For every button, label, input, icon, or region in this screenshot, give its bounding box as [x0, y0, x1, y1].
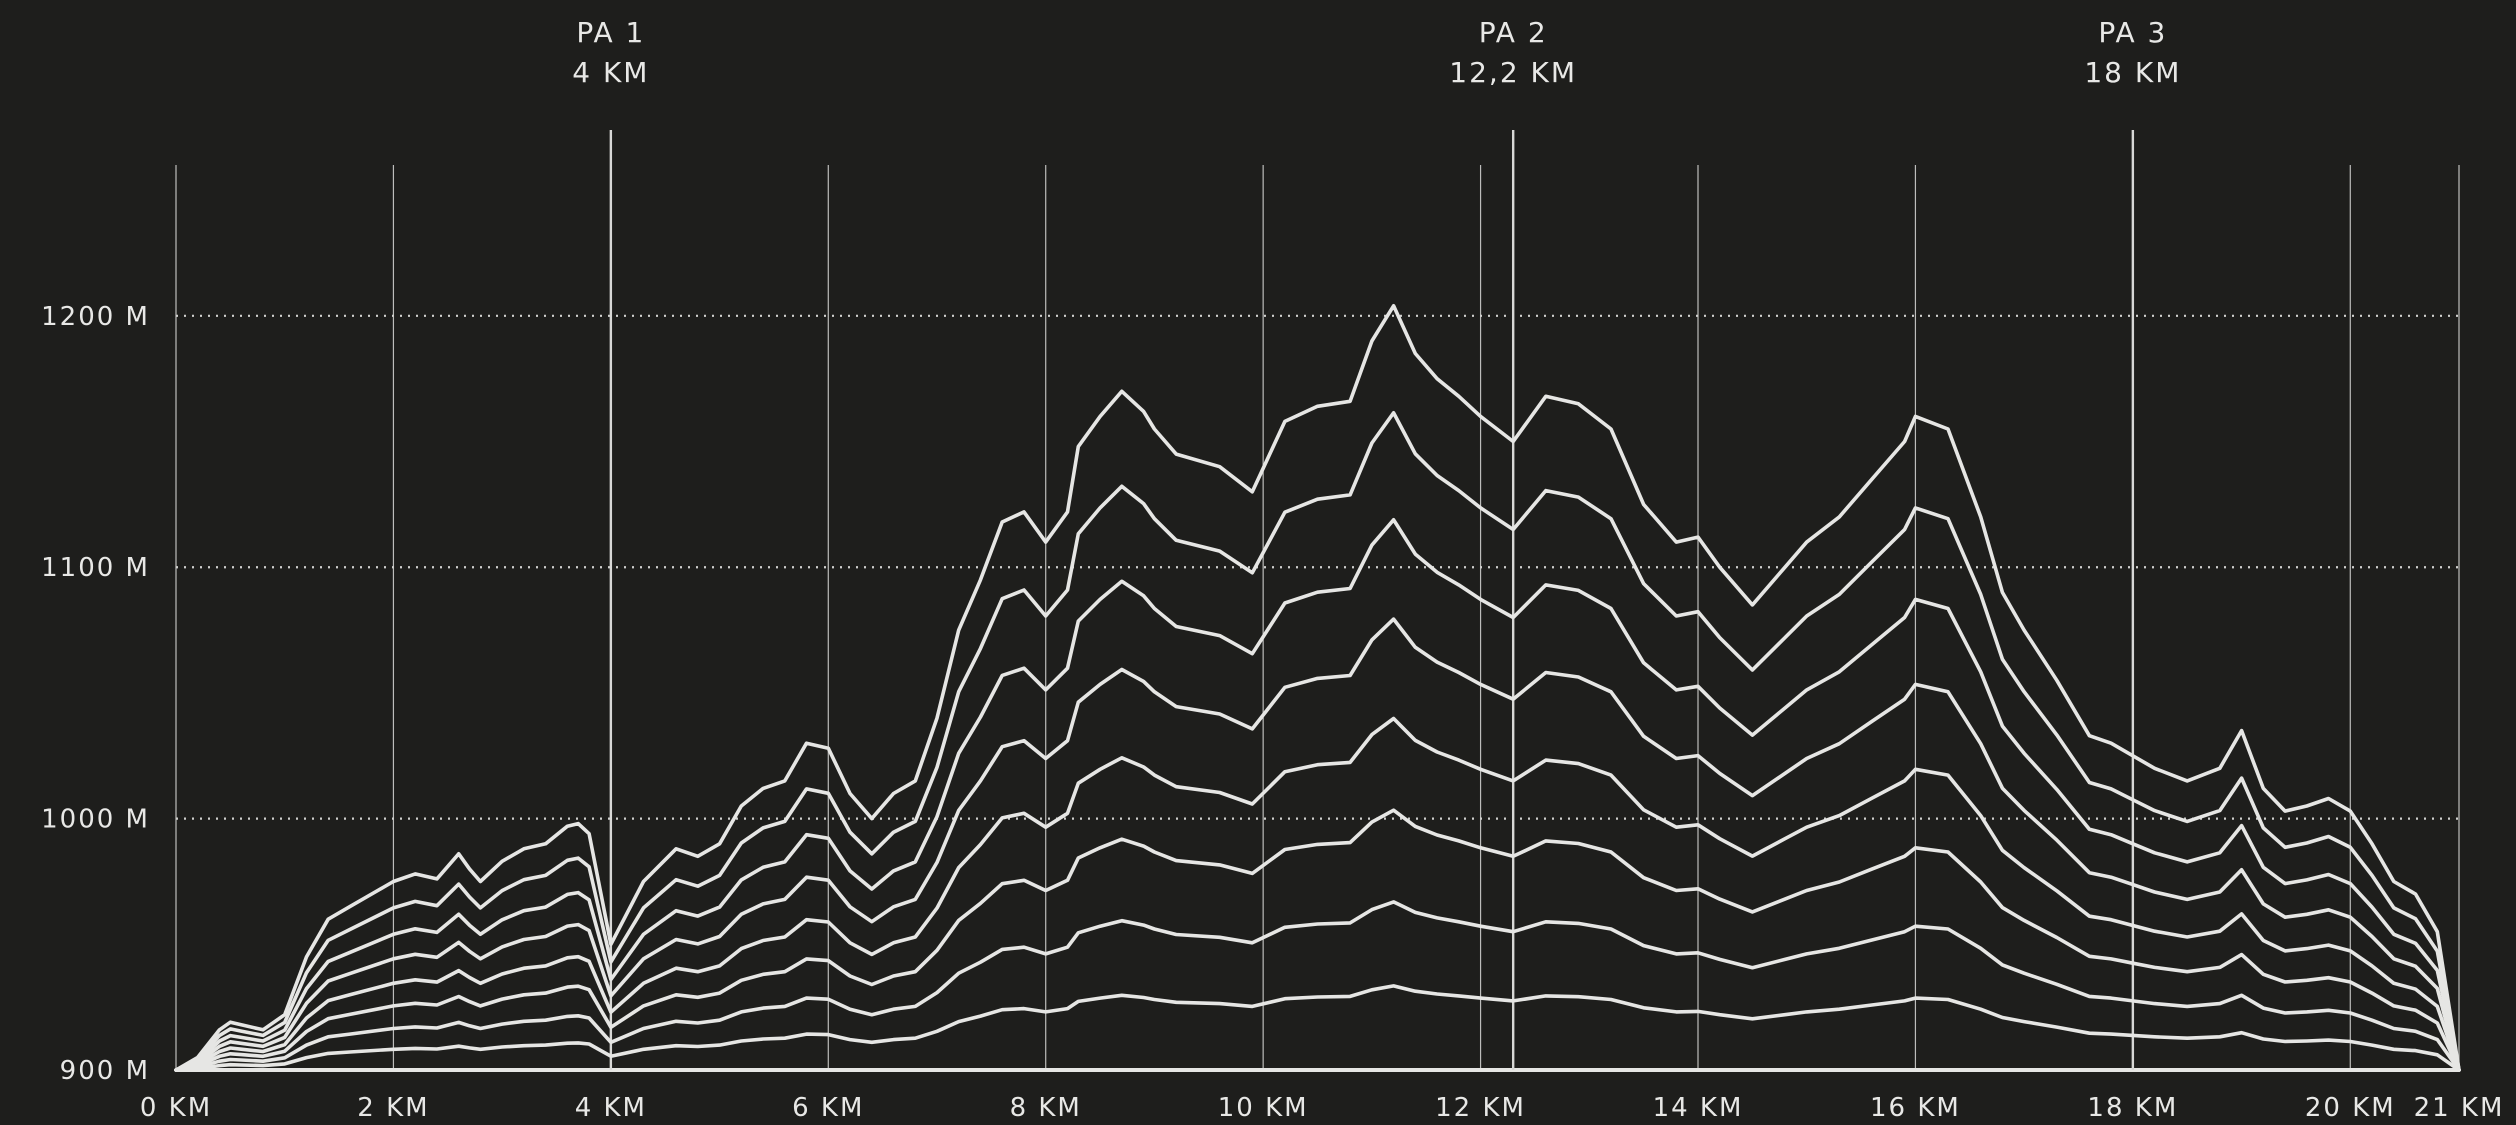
x-tick-label: 16 KM	[1870, 1093, 1961, 1123]
aid-station-distance: 18 KM	[2084, 56, 2181, 89]
series-line	[174, 617, 2461, 1072]
grid-layer	[175, 165, 2460, 1072]
x-tick-label: 20 KM	[2305, 1093, 2396, 1123]
x-tick-label: 2 KM	[357, 1093, 429, 1123]
x-tick-label: 10 KM	[1218, 1093, 1309, 1123]
aid-station-layer: PA 1 4 KM PA 2 12,2 KM PA 3 18 KM	[572, 16, 2181, 1070]
series-layer	[174, 304, 2461, 1072]
x-tick-label: 18 KM	[2087, 1093, 2178, 1123]
aid-station-name: PA 3	[2098, 16, 2167, 49]
x-tick-label: 4 KM	[575, 1093, 647, 1123]
x-tick-label: 0 KM	[140, 1093, 212, 1123]
tick-layer: 0 KM 2 KM 4 KM 6 KM 8 KM 10 KM 12 KM 14 KM 16 KM…	[41, 302, 2505, 1123]
x-tick-label: 21 KM	[2414, 1093, 2505, 1123]
series-line	[174, 716, 2461, 1072]
y-tick-label: 1200 M	[41, 302, 150, 332]
series-line	[174, 304, 2461, 1072]
x-tick-label: 8 KM	[1010, 1093, 1082, 1123]
x-tick-label: 14 KM	[1653, 1093, 1744, 1123]
x-tick-label: 12 KM	[1435, 1093, 1526, 1123]
aid-station-distance: 12,2 KM	[1449, 56, 1577, 89]
aid-station-name: PA 2	[1479, 16, 1548, 49]
y-tick-label: 900 M	[60, 1056, 150, 1086]
aid-station-distance: 4 KM	[572, 56, 649, 89]
series-line	[174, 900, 2461, 1072]
series-line	[174, 518, 2461, 1072]
series-line	[174, 984, 2461, 1072]
aid-station-name: PA 1	[576, 16, 645, 49]
x-tick-label: 6 KM	[792, 1093, 864, 1123]
series-line	[174, 808, 2461, 1072]
series-line	[174, 411, 2461, 1072]
y-tick-label: 1100 M	[41, 553, 150, 583]
y-tick-label: 1000 M	[41, 805, 150, 835]
